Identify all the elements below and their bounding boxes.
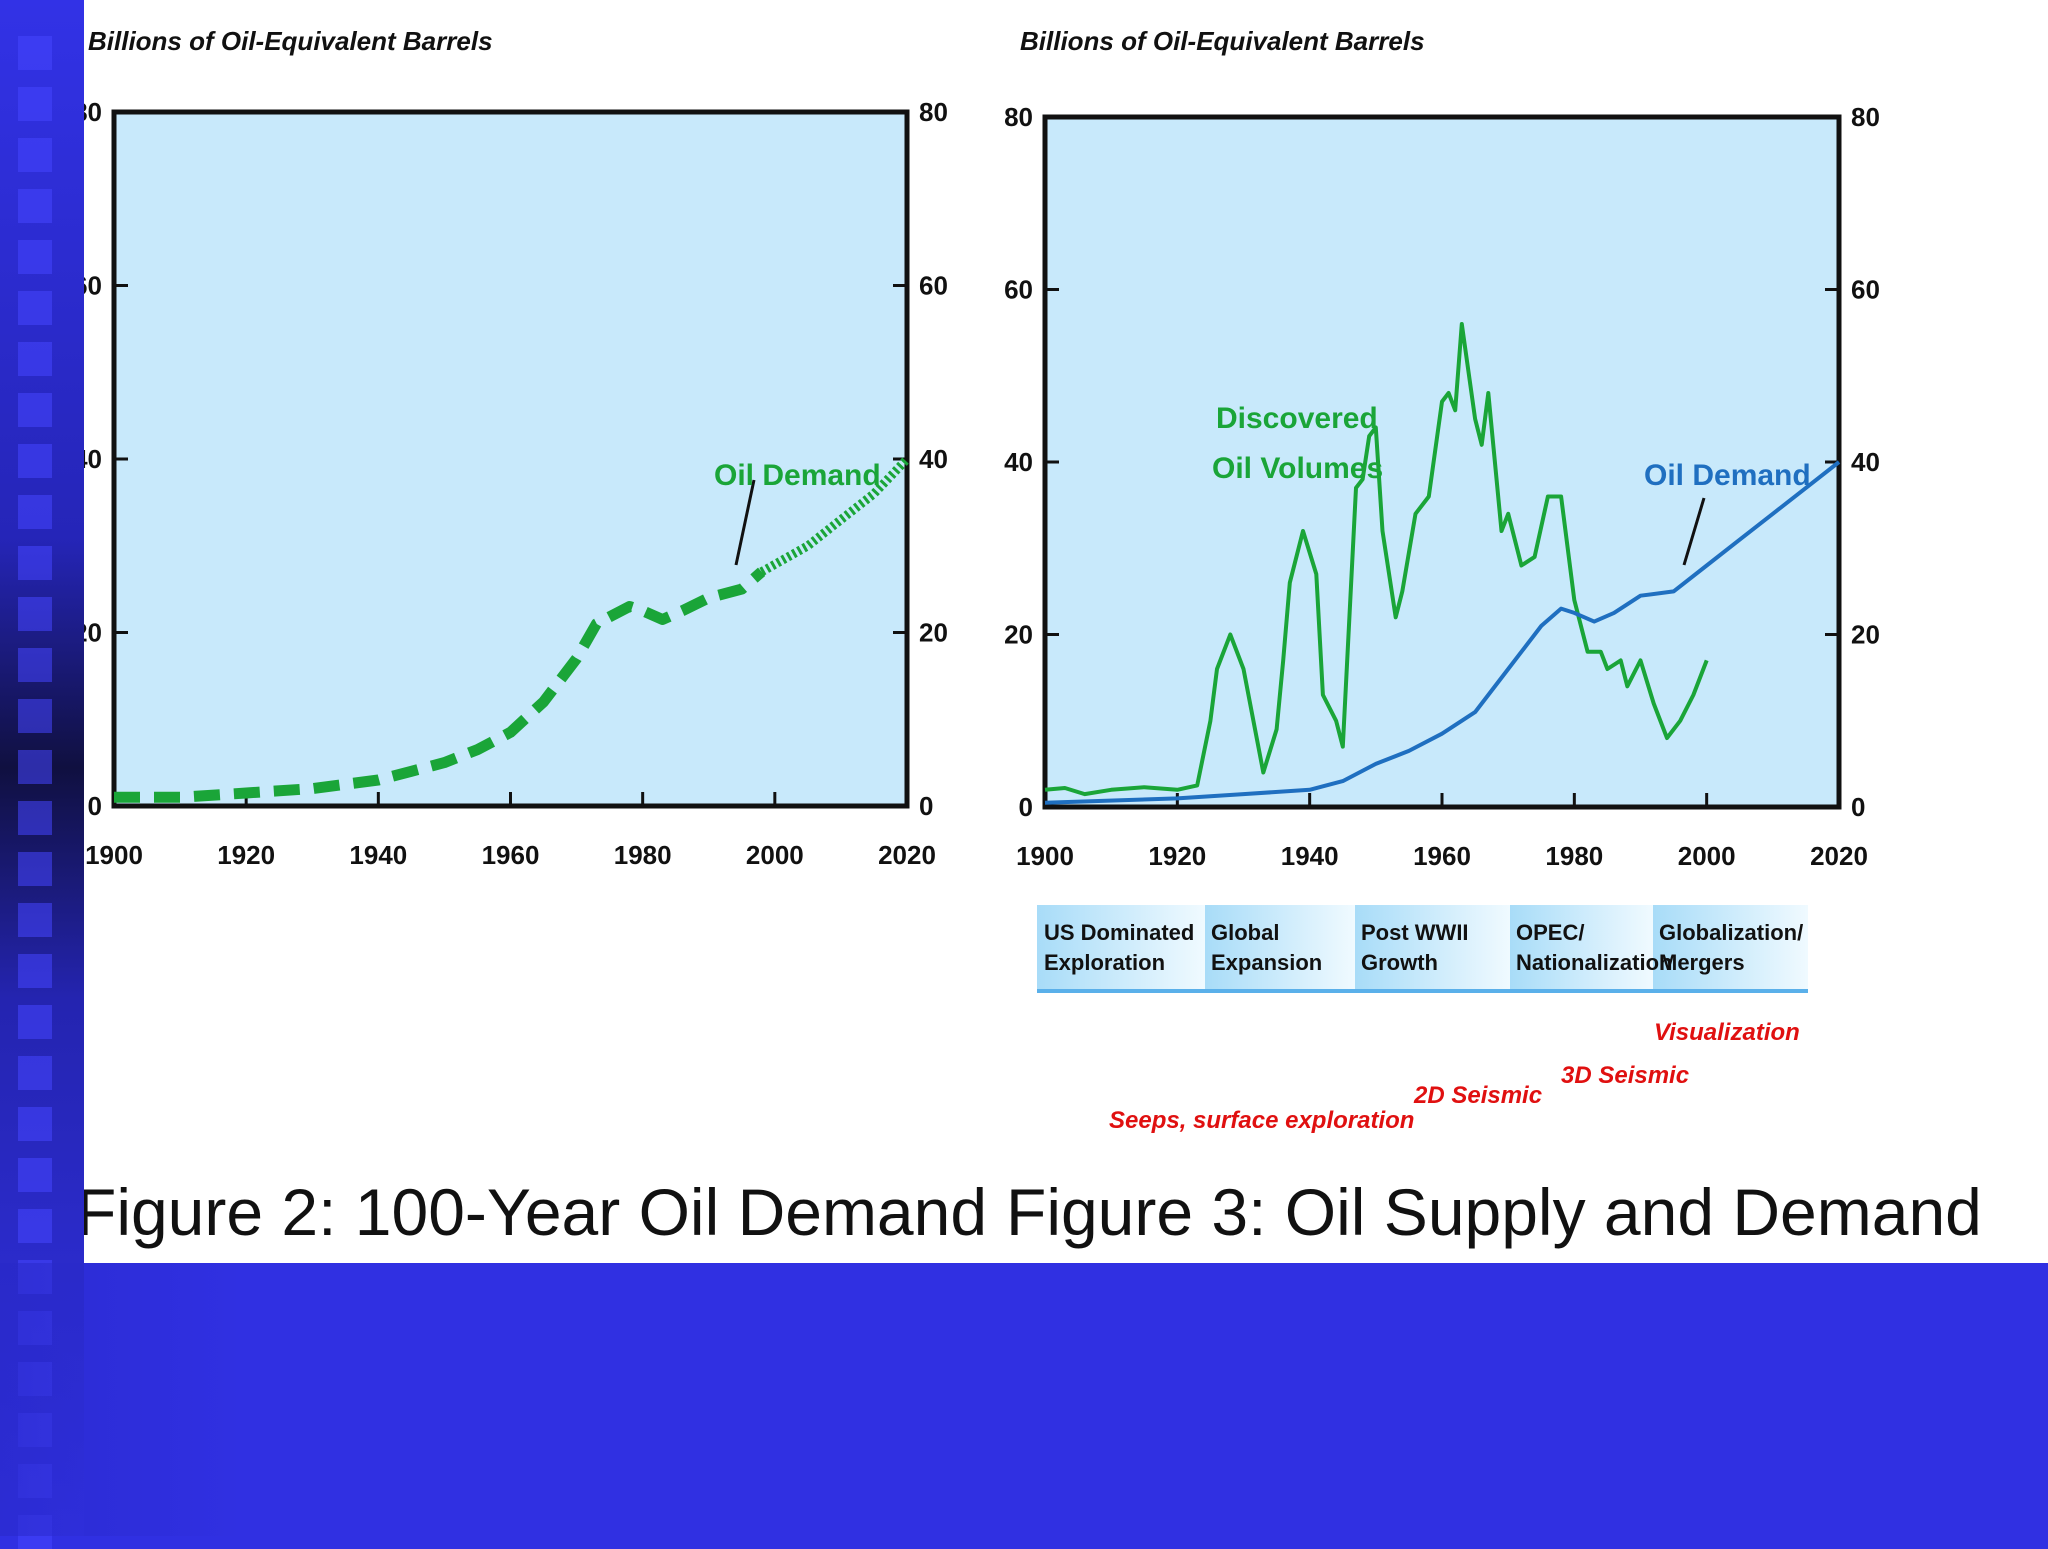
figure-3-x-tick-label: 1940 — [1281, 841, 1339, 871]
figure-2-y-tick-label-right: 0 — [919, 791, 933, 821]
figure-3-y-tick-label-right: 80 — [1851, 102, 1880, 132]
figure-3-x-tick-label: 1920 — [1148, 841, 1206, 871]
decorative-square — [18, 1056, 52, 1090]
decorative-square — [18, 342, 52, 376]
era-box — [1355, 905, 1510, 991]
figure-2-plot-area — [114, 112, 907, 806]
figure-3-x-tick-label: 2020 — [1810, 841, 1868, 871]
decorative-square — [18, 801, 52, 835]
figure-3-y-tick-label-left: 40 — [1004, 447, 1033, 477]
figure-2-y-tick-label-left: 80 — [84, 97, 102, 127]
era-band: US Dominated Exploration Global Expansio… — [1037, 905, 1808, 993]
figure-2-x-tick-label: 1900 — [85, 840, 143, 870]
decorative-square — [18, 138, 52, 172]
figure-3-y-tick-label-left: 20 — [1004, 620, 1033, 650]
figure-3-y-tick-label-left: 80 — [1004, 102, 1033, 132]
decorative-square — [18, 291, 52, 325]
figure-3-oil-demand-label: Oil Demand — [1644, 459, 1811, 492]
decorative-square — [18, 1107, 52, 1141]
figure-2-caption: Figure 2: 100-Year Oil Demand — [84, 1175, 987, 1249]
figure-2-x-tick-label: 1940 — [349, 840, 407, 870]
decorative-square — [18, 1158, 52, 1192]
figure-3-x-tick-label: 1980 — [1545, 841, 1603, 871]
era-label: Post WWII — [1361, 920, 1469, 945]
figure-3-y-tick-label-right: 60 — [1851, 275, 1880, 305]
figure-2-x-tick-label: 2020 — [878, 840, 936, 870]
era-label: Expansion — [1211, 950, 1322, 975]
tech-label-visualization: Visualization — [1654, 1019, 1800, 1046]
figure-3: Billions of Oil-Equivalent Barrels 1900 1… — [1004, 26, 1982, 1249]
figure-2-x-tick-label: 1960 — [482, 840, 540, 870]
decorative-square — [18, 903, 52, 937]
slide-content: Billions of Oil-Equivalent Barrels 1900 1… — [84, 0, 2048, 1263]
figure-2-x-tick-label: 1980 — [614, 840, 672, 870]
era-box — [1653, 905, 1808, 991]
decorative-square — [18, 648, 52, 682]
decorative-square — [18, 1209, 52, 1243]
decorative-square — [18, 444, 52, 478]
era-label: Exploration — [1044, 950, 1165, 975]
decorative-square — [18, 546, 52, 580]
decorative-square — [18, 189, 52, 223]
figure-2-y-tick-label-left: 60 — [84, 271, 102, 301]
era-label: Growth — [1361, 950, 1438, 975]
figure-3-label-pointer — [1682, 497, 1706, 566]
figure-2-y-tick-label-left: 20 — [84, 618, 102, 648]
slide-bottom-decoration — [0, 1263, 245, 1536]
figure-2: Billions of Oil-Equivalent Barrels 1900 1… — [84, 26, 987, 1249]
figure-3-discovered-label-line1: Discovered — [1216, 402, 1378, 435]
figure-3-y-tick-label-right: 20 — [1851, 620, 1880, 650]
figure-3-y-tick-label-right: 0 — [1851, 792, 1865, 822]
figure-3-series-line-1 — [1044, 460, 1841, 805]
figure-3-series-line-0 — [1044, 322, 1709, 797]
figure-3-x-tick-label: 1900 — [1016, 841, 1074, 871]
decorative-square — [18, 699, 52, 733]
figure-2-x-tick-label: 1920 — [217, 840, 275, 870]
figure-2-y-tick-label-right: 60 — [919, 271, 948, 301]
era-label: US Dominated — [1044, 920, 1194, 945]
figure-2-y-tick-label-right: 40 — [919, 444, 948, 474]
figure-2-y-tick-label-left: 40 — [84, 444, 102, 474]
decorative-square — [18, 597, 52, 631]
decorative-square — [18, 393, 52, 427]
figure-3-caption: Figure 3: Oil Supply and Demand — [1006, 1175, 1982, 1249]
figure-2-y-tick-label-right: 20 — [919, 618, 948, 648]
tech-label-2d-seismic: 2D Seismic — [1413, 1082, 1542, 1109]
decorative-square — [18, 852, 52, 886]
era-box — [1037, 905, 1205, 991]
decorative-square — [18, 1005, 52, 1039]
figure-3-x-tick-label: 1960 — [1413, 841, 1471, 871]
decorative-square — [18, 954, 52, 988]
decorative-square — [18, 750, 52, 784]
figure-2-series-line-0 — [114, 567, 766, 803]
era-label: Nationalization — [1516, 950, 1672, 975]
figure-2-y-tick-label-right: 80 — [919, 97, 948, 127]
figure-2-axis-title: Billions of Oil-Equivalent Barrels — [88, 26, 493, 56]
figure-3-axis-title: Billions of Oil-Equivalent Barrels — [1020, 26, 1425, 56]
era-box — [1205, 905, 1355, 991]
era-label: Mergers — [1659, 950, 1745, 975]
figure-2-y-tick-label-left: 0 — [88, 791, 102, 821]
figure-3-plot-area — [1045, 117, 1839, 807]
tech-label-seeps: Seeps, surface exploration — [1109, 1107, 1414, 1134]
figure-2-oil-demand-label: Oil Demand — [714, 459, 881, 492]
decorative-square — [18, 87, 52, 121]
figure-3-discovered-label-line2: Oil Volumes — [1212, 452, 1383, 485]
figure-3-y-tick-label-right: 40 — [1851, 447, 1880, 477]
era-label: Globalization/ — [1659, 920, 1803, 945]
decorative-square — [18, 240, 52, 274]
era-label: OPEC/ — [1516, 920, 1584, 945]
charts-canvas: Billions of Oil-Equivalent Barrels 1900 1… — [84, 26, 1982, 1249]
decorative-square — [18, 495, 52, 529]
era-label: Global — [1211, 920, 1279, 945]
figure-3-y-tick-label-left: 60 — [1004, 275, 1033, 305]
figure-3-x-tick-label: 2000 — [1678, 841, 1736, 871]
figure-2-x-tick-label: 2000 — [746, 840, 804, 870]
tech-label-3d-seismic: 3D Seismic — [1561, 1062, 1689, 1089]
figure-2-label-pointer — [734, 479, 756, 566]
figure-3-y-tick-label-left: 0 — [1019, 792, 1033, 822]
decorative-square — [18, 36, 52, 70]
era-box — [1510, 905, 1653, 991]
